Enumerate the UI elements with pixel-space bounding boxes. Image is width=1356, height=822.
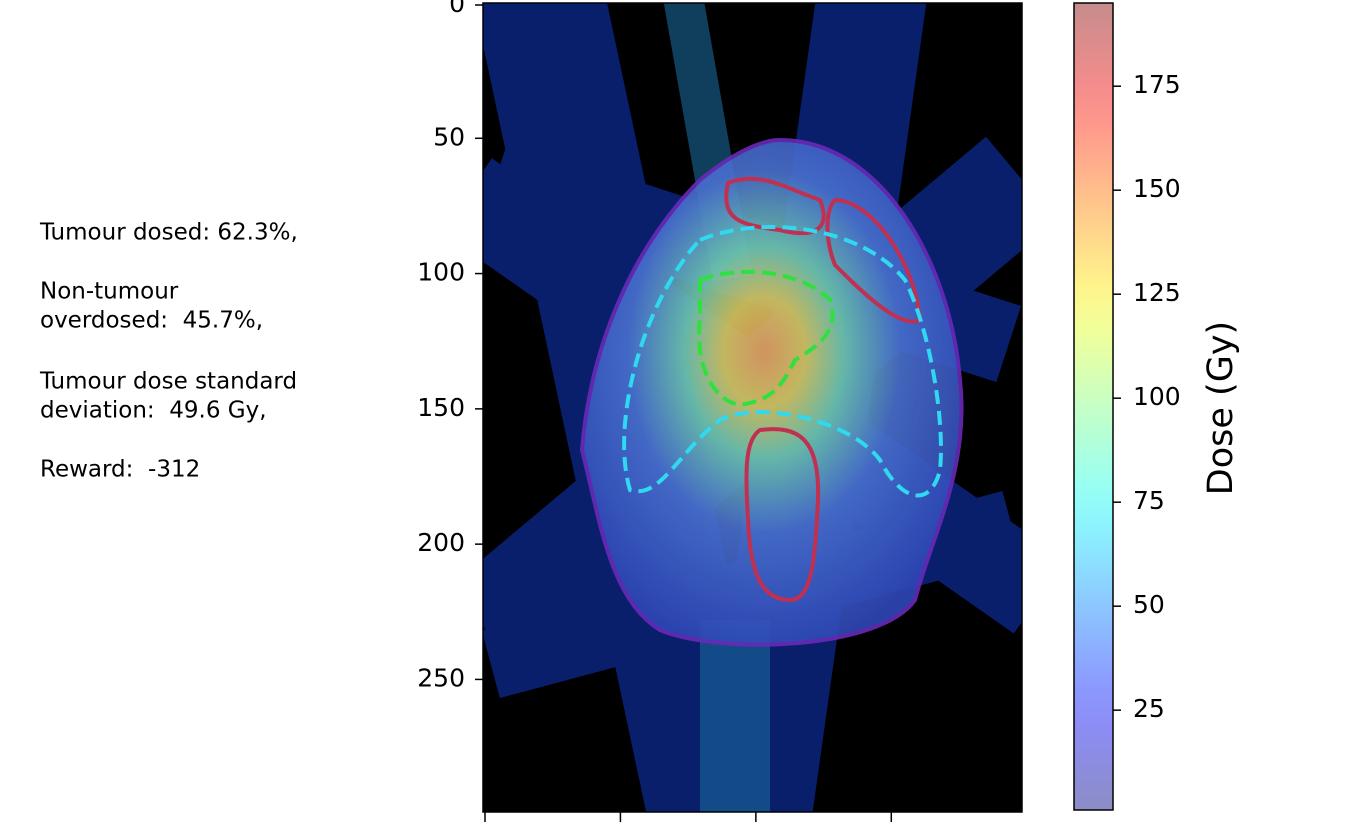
colorbar-tick-label: 75 <box>1133 486 1165 515</box>
y-tick-label: 250 <box>417 663 465 692</box>
annotation: Reward: -312 <box>40 457 200 483</box>
annotation: Tumour dose standard <box>39 369 297 395</box>
colorbar-tick-label: 50 <box>1133 590 1165 619</box>
y-tick-label: 200 <box>417 528 465 557</box>
colorbar-label: Dose (Gy) <box>1201 321 1241 495</box>
colorbar <box>1073 2 1114 811</box>
annotation: deviation: 49.6 Gy, <box>40 398 267 424</box>
colorbar-tick-label: 25 <box>1133 694 1165 723</box>
colorbar-tick-label: 150 <box>1133 174 1181 203</box>
y-tick-label: 100 <box>417 258 465 287</box>
annotation: overdosed: 45.7%, <box>40 308 263 334</box>
colorbar-tick-label: 100 <box>1133 382 1181 411</box>
axes-frame <box>482 2 1023 813</box>
y-tick-label: 0 <box>449 0 465 18</box>
colorbar-tick-label: 175 <box>1133 70 1181 99</box>
colorbar-tick-label: 125 <box>1133 278 1181 307</box>
y-tick-label: 150 <box>417 393 465 422</box>
dose-image <box>483 3 1022 812</box>
annotation: Tumour dosed: 62.3%, <box>39 220 298 246</box>
annotation: Non-tumour <box>40 279 179 305</box>
y-tick-label: 50 <box>433 122 465 151</box>
